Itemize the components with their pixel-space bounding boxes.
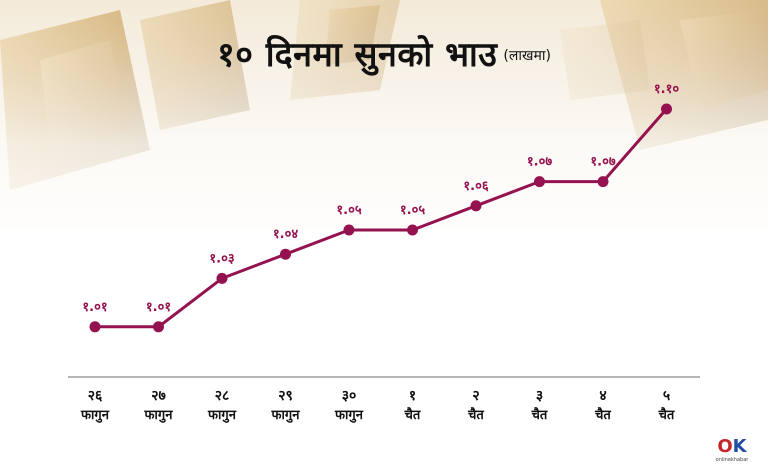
x-tick-label-month: चैत — [594, 407, 611, 423]
x-tick-label-day: २ — [472, 388, 479, 404]
data-point — [470, 200, 482, 212]
data-label: १.०६ — [463, 179, 488, 194]
data-label: १.०४ — [273, 227, 298, 242]
x-tick-label-day: ४ — [599, 388, 606, 404]
data-point — [216, 272, 228, 284]
x-tick-label-month: फागुन — [207, 408, 237, 423]
x-tick-label-month: फागुन — [144, 408, 174, 423]
brand-logo: OK onlinekhabar — [710, 438, 754, 464]
data-point — [407, 224, 418, 236]
logo-o: O — [717, 436, 733, 457]
x-tick-label-month: फागुन — [80, 408, 110, 423]
data-label: १.०७ — [527, 155, 552, 170]
x-tick-label-day: २७ — [151, 388, 166, 404]
data-label: १.०१ — [82, 300, 107, 315]
data-point — [343, 224, 355, 236]
data-label: १.१० — [654, 82, 679, 97]
data-label: १.०५ — [400, 203, 425, 218]
data-point — [534, 176, 545, 188]
data-point — [597, 176, 609, 188]
x-tick-label-month: चैत — [404, 407, 421, 423]
x-tick-label-month: चैत — [658, 407, 675, 423]
data-label: १.०१ — [146, 300, 171, 315]
data-label: १.०३ — [209, 251, 234, 266]
brand-logo-mark: OK — [710, 438, 754, 456]
chart-unit: (लाखमा) — [503, 48, 551, 64]
chart-title-block: १० दिनमा सुनको भाउ (लाखमा) — [0, 30, 768, 76]
x-tick-label-day: ३ — [536, 388, 543, 404]
x-tick-label-month: चैत — [531, 407, 548, 423]
data-label: १.०७ — [590, 155, 615, 170]
x-tick-label-day: २८ — [215, 388, 230, 404]
logo-k: K — [732, 436, 747, 457]
brand-logo-caption: onlinekhabar — [715, 457, 749, 463]
x-tick-label-month: चैत — [467, 407, 484, 423]
chart-title: १० दिनमा सुनको भाउ — [217, 35, 498, 75]
data-point — [661, 103, 672, 115]
x-tick-label-day: २९ — [278, 388, 293, 404]
x-tick-label-day: ५ — [663, 388, 670, 404]
x-tick-label-day: १ — [409, 388, 416, 404]
x-tick-label-month: फागुन — [334, 408, 364, 423]
x-tick-label-day: ३० — [342, 388, 357, 404]
series-line — [95, 108, 668, 329]
data-point — [280, 248, 291, 260]
data-point — [153, 321, 164, 333]
x-tick-label-day: २६ — [88, 388, 103, 404]
x-tick-label-month: फागुन — [271, 408, 301, 423]
data-label: १.०५ — [336, 203, 361, 218]
data-point — [89, 321, 101, 333]
